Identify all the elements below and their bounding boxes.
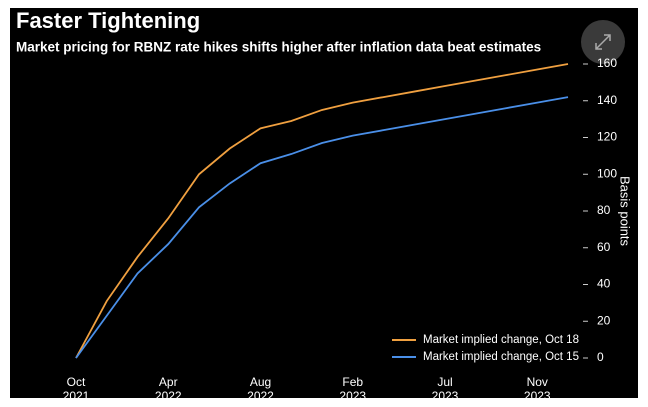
chart-background bbox=[10, 8, 638, 398]
y-tick-label: 20 bbox=[597, 313, 611, 327]
y-tick-label: 160 bbox=[597, 56, 617, 70]
expand-icon[interactable] bbox=[595, 34, 611, 50]
x-tick-label: Oct 2021 bbox=[62, 375, 90, 403]
legend-label: Market implied change, Oct 18 bbox=[423, 334, 579, 346]
y-tick-label: 120 bbox=[597, 130, 617, 144]
legend-label: Market implied change, Oct 15 bbox=[423, 351, 579, 363]
x-tick-label: Feb 2023 bbox=[339, 375, 367, 403]
y-tick-label: 40 bbox=[597, 277, 611, 291]
y-tick-label: 100 bbox=[597, 166, 617, 180]
x-tick-label: Nov 2023 bbox=[523, 375, 551, 403]
chart-title: Faster Tightening bbox=[16, 8, 200, 33]
x-tick-label: Jul 2023 bbox=[431, 375, 459, 403]
series-line bbox=[75, 96, 569, 359]
y-tick-label: 60 bbox=[597, 240, 611, 254]
y-axis-label: Basis points bbox=[618, 176, 633, 247]
expand-button[interactable] bbox=[581, 20, 625, 64]
x-tick-label: Aug 2022 bbox=[247, 375, 274, 403]
y-tick-label: 140 bbox=[597, 93, 617, 107]
y-tick-label: 80 bbox=[597, 203, 611, 217]
chart-subtitle: Market pricing for RBNZ rate hikes shift… bbox=[16, 40, 541, 55]
y-tick-label: 0 bbox=[597, 350, 604, 364]
x-tick-label: Apr 2022 bbox=[154, 375, 182, 403]
series-line bbox=[75, 63, 569, 359]
